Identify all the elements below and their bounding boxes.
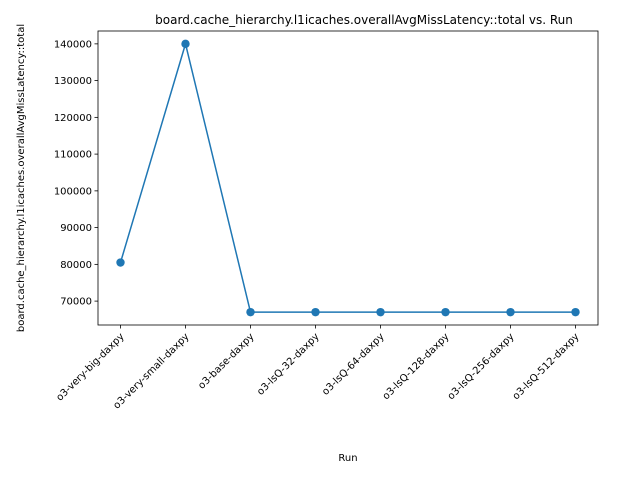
data-point bbox=[181, 39, 190, 49]
x-tick-label: o3-lsQ-128-daxpy bbox=[381, 331, 452, 402]
data-point bbox=[376, 307, 385, 317]
y-axis-ticks: 70000 80000 90000 100000 110000 120000 130000 1… bbox=[54, 39, 98, 308]
y-tick-label: 80000 bbox=[60, 260, 92, 271]
plot-area-frame bbox=[97, 30, 599, 326]
y-tick-label: 90000 bbox=[60, 223, 92, 234]
y-tick-label: 130000 bbox=[54, 76, 92, 87]
x-tick-label: o3-very-small-daxpy bbox=[112, 331, 192, 411]
data-point bbox=[311, 307, 320, 317]
y-tick-label: 140000 bbox=[54, 39, 92, 50]
x-tick-label: o3-very-big-daxpy bbox=[54, 331, 126, 403]
y-tick-label: 100000 bbox=[54, 186, 92, 197]
series-markers bbox=[116, 39, 580, 317]
data-point bbox=[506, 307, 515, 317]
x-tick-label: o3-lsQ-256-daxpy bbox=[446, 331, 517, 402]
x-tick-label: o3-lsQ-512-daxpy bbox=[511, 331, 582, 402]
x-tick-label: o3-base-daxpy bbox=[196, 331, 256, 391]
data-point bbox=[246, 307, 255, 317]
x-axis-title: Run bbox=[338, 453, 357, 464]
chart-title: board.cache_hierarchy.l1icaches.overallA… bbox=[155, 13, 573, 27]
data-point bbox=[571, 307, 580, 317]
x-tick-label: o3-lsQ-32-daxpy bbox=[255, 331, 321, 397]
y-axis-title: board.cache_hierarchy.l1icaches.overallA… bbox=[16, 24, 27, 332]
y-tick-label: 70000 bbox=[60, 297, 92, 308]
series-line bbox=[119, 43, 576, 313]
y-tick-label: 110000 bbox=[54, 150, 92, 161]
y-tick-label: 120000 bbox=[54, 113, 92, 124]
data-point bbox=[441, 307, 450, 317]
x-tick-label: o3-lsQ-64-daxpy bbox=[320, 331, 386, 397]
data-point bbox=[116, 258, 125, 267]
